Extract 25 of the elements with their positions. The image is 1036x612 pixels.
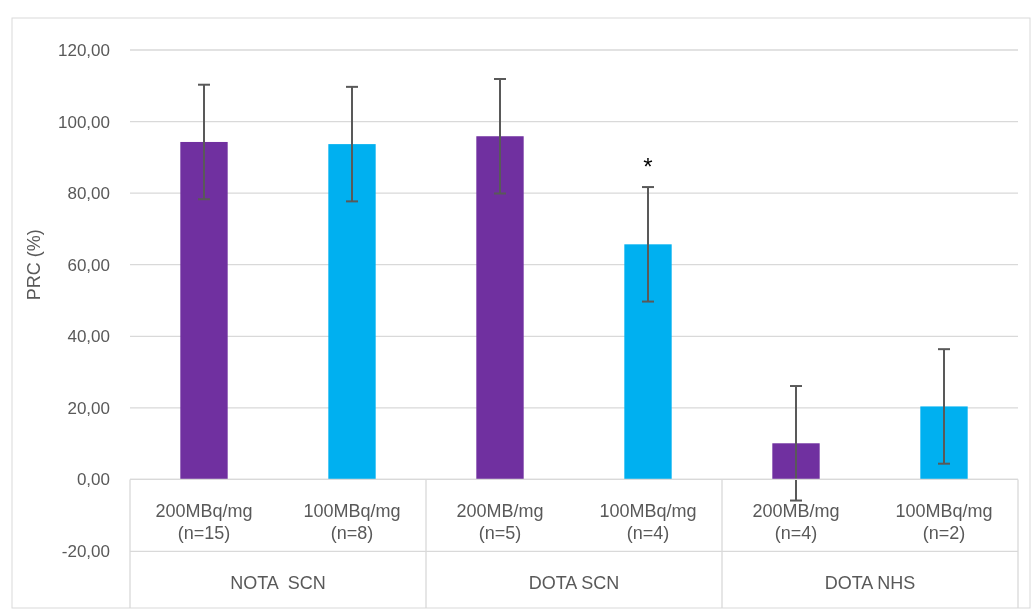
x-tick-label: 200MB/mg (n=5) [456,501,544,544]
y-tick-label: 80,00 [67,184,110,204]
y-tick-label: 20,00 [67,398,110,418]
y-tick-label: 40,00 [67,327,110,347]
text: DOTA NHS [824,573,916,594]
x-tick-label: 100MBq/mg (n=8) [303,501,401,544]
x-tick-label: 200MB/mg (n=4) [752,501,840,544]
bar [920,406,968,480]
bar [772,443,820,480]
y-axis-title: PRC (%) [24,229,44,301]
y-tick-label: -20,00 [61,541,110,561]
text: NOTA SCN [230,573,326,594]
bar [328,144,376,480]
bar [624,244,672,480]
annotation: * [643,153,653,181]
bar [180,141,228,480]
bar [476,136,524,480]
x-tick-label: 200MBq/mg (n=15) [155,501,253,544]
y-tick-label: 120,00 [58,40,110,60]
y-tick-label: 60,00 [67,255,110,275]
x-tick-label: 100MBq/mg (n=4) [599,501,697,544]
x-tick-label: 100MBq/mg (n=2) [895,501,993,544]
y-tick-label: 100,00 [58,112,110,132]
text: DOTA SCN [528,573,620,594]
y-tick-label: 0,00 [76,470,110,490]
